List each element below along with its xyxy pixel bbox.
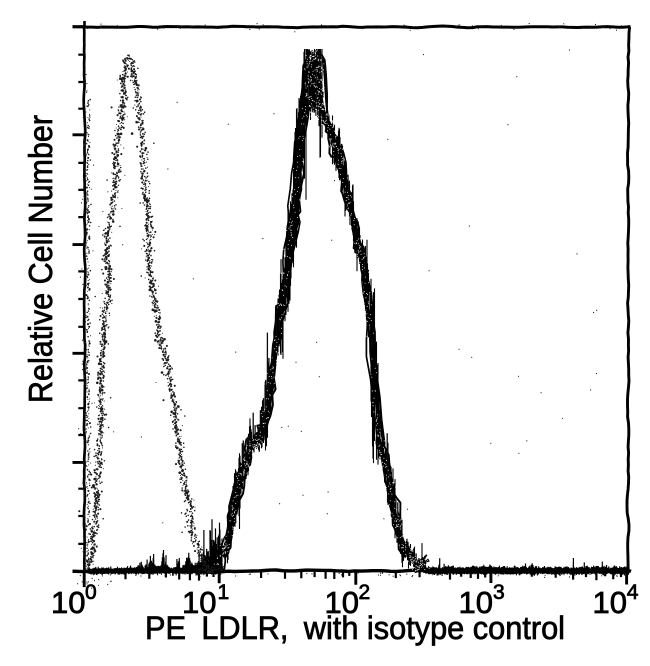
svg-text:10: 10: [51, 585, 85, 620]
svg-text:10: 10: [182, 585, 216, 620]
svg-text:10: 10: [459, 585, 493, 620]
svg-text:2: 2: [359, 581, 371, 604]
svg-text:10: 10: [593, 585, 627, 620]
svg-text:1: 1: [218, 581, 230, 604]
svg-text:PE LDLR, with isotype control: PE LDLR, with isotype control: [145, 610, 565, 646]
svg-text:4: 4: [627, 581, 639, 604]
svg-text:Relative Cell Number: Relative Cell Number: [22, 115, 59, 403]
svg-text:10: 10: [325, 585, 359, 620]
svg-text:3: 3: [493, 581, 505, 604]
svg-text:0: 0: [85, 581, 97, 604]
